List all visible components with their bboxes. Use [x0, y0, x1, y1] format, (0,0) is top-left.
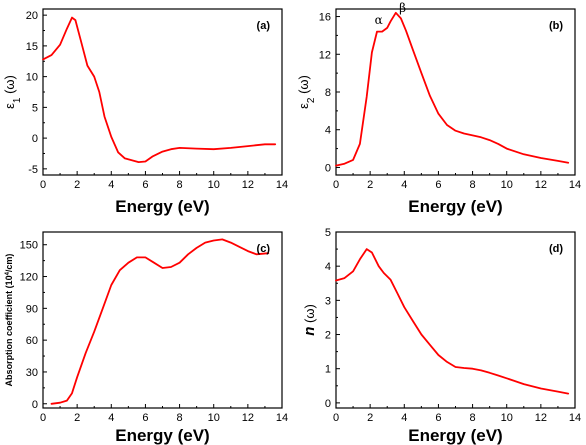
panel-label: (a) — [257, 20, 271, 32]
x-tick-label: 6 — [435, 179, 441, 191]
y-tick-label: 4 — [325, 261, 331, 273]
x-tick-label: 8 — [177, 412, 183, 424]
x-tick-label: 6 — [142, 179, 148, 191]
panel-b: 0 2 4 6 8 10 12 14 0 4 8 12 16 (b) α β Energy (eV) ε2 (ω) — [296, 1, 581, 216]
x-tick-label: 2 — [367, 412, 373, 424]
x-tick-label: 6 — [142, 412, 148, 424]
x-tick-label: 2 — [74, 412, 80, 424]
y-tick-label: 5 — [32, 102, 38, 114]
x-tick-label: 0 — [40, 179, 46, 191]
x-tick-label: 12 — [242, 412, 254, 424]
y-tick-label: 150 — [20, 240, 38, 252]
x-tick-label: 0 — [333, 412, 339, 424]
y-tick-label: 8 — [325, 87, 331, 99]
y-tick-label: 0 — [325, 398, 331, 410]
y-tick-label: 5 — [325, 227, 331, 239]
peak-annotation: β — [399, 1, 406, 15]
x-tick-label: 2 — [367, 179, 373, 191]
y-tick-label: 10 — [26, 72, 38, 84]
y-tick-label: 1 — [325, 364, 331, 376]
x-tick-label: 10 — [208, 179, 220, 191]
y-tick-label: 3 — [325, 295, 331, 307]
x-tick-label: 0 — [40, 412, 46, 424]
y-tick-label: 16 — [319, 12, 331, 24]
x-tick-label: 6 — [435, 412, 441, 424]
x-axis-label: Energy (eV) — [115, 197, 209, 216]
y-axis-label: ε2 (ω) — [296, 75, 317, 109]
x-tick-label: 14 — [569, 179, 581, 191]
plot-frame — [335, 8, 576, 176]
x-tick-label: 0 — [333, 179, 339, 191]
panel-label: (c) — [257, 243, 271, 255]
x-tick-label: 4 — [108, 179, 114, 191]
x-tick-label: 8 — [470, 412, 476, 424]
y-axis-label: n (ω) — [301, 304, 318, 336]
x-tick-label: 10 — [208, 412, 220, 424]
y-axis-label: ε1 (ω) — [2, 75, 23, 109]
x-tick-label: 12 — [535, 412, 547, 424]
y-tick-label: 0 — [325, 162, 331, 174]
x-axis-label: Energy (eV) — [408, 426, 502, 445]
x-tick-label: 2 — [74, 179, 80, 191]
x-tick-label: 10 — [501, 412, 513, 424]
y-tick-label: 12 — [319, 49, 331, 61]
y-tick-label: 60 — [26, 335, 38, 347]
y-tick-label: 120 — [20, 272, 38, 284]
series-line — [42, 16, 277, 164]
y-tick-label: 90 — [26, 303, 38, 315]
y-tick-label: 20 — [26, 10, 38, 22]
x-tick-label: 10 — [501, 179, 513, 191]
panel-label: (d) — [549, 243, 563, 255]
x-tick-label: 14 — [276, 179, 288, 191]
panel-label: (b) — [549, 20, 563, 32]
x-tick-label: 4 — [401, 179, 407, 191]
x-tick-label: 14 — [276, 412, 288, 424]
y-axis-label: Absorption coefficient (104/cm) — [4, 254, 14, 387]
y-tick-label: 0 — [32, 399, 38, 411]
series-line — [335, 11, 570, 167]
x-tick-label: 8 — [470, 179, 476, 191]
x-tick-label: 14 — [569, 412, 581, 424]
y-tick-label: 4 — [325, 125, 331, 137]
series-line — [50, 238, 270, 405]
plot-frame — [335, 231, 576, 409]
x-tick-label: 12 — [242, 179, 254, 191]
x-tick-label: 4 — [108, 412, 114, 424]
x-axis-label: Energy (eV) — [408, 197, 502, 216]
plot-frame — [42, 231, 283, 409]
x-tick-label: 4 — [401, 412, 407, 424]
x-tick-label: 8 — [177, 179, 183, 191]
peak-annotation: α — [375, 13, 383, 27]
y-tick-label: -5 — [28, 164, 38, 176]
y-tick-label: 0 — [32, 133, 38, 145]
y-tick-label: 2 — [325, 330, 331, 342]
y-tick-label: 30 — [26, 367, 38, 379]
x-tick-label: 12 — [535, 179, 547, 191]
x-axis-label: Energy (eV) — [115, 426, 209, 445]
y-tick-label: 15 — [26, 41, 38, 53]
panel-c: 0 2 4 6 8 10 12 14 0 30 60 90 120 150 (c) Energy (eV) Ab… — [4, 231, 288, 445]
series-line — [335, 248, 570, 395]
